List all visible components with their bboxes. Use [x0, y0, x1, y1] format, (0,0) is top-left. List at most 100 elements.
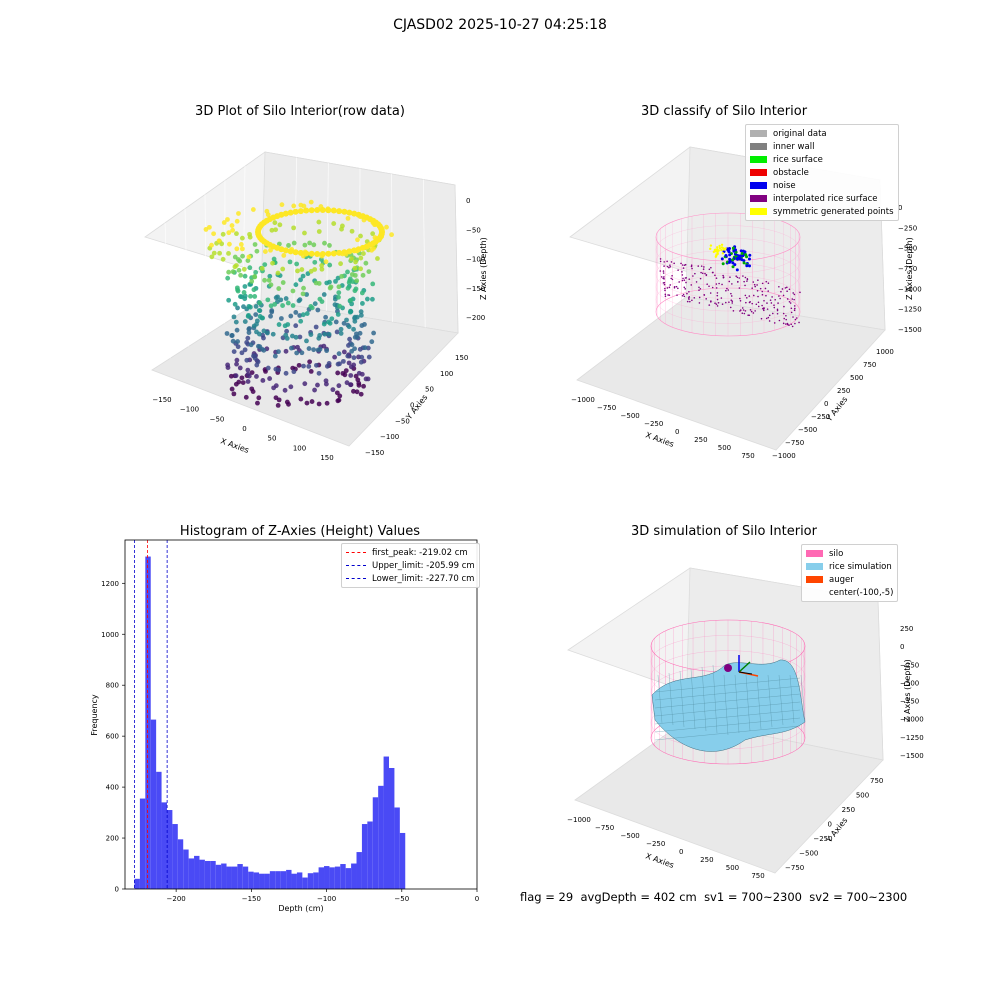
interpolated-point [708, 285, 710, 288]
data-point [341, 349, 347, 355]
interpolated-point [701, 272, 704, 275]
interpolated-point [786, 298, 789, 300]
rice-surface-point [735, 268, 739, 272]
interpolated-point [730, 292, 732, 295]
interpolated-point [659, 270, 662, 272]
data-point [253, 270, 259, 275]
interpolated-point [795, 317, 798, 319]
data-point [225, 275, 231, 281]
data-point [245, 367, 251, 373]
interpolated-point [746, 280, 748, 282]
histogram-bar [356, 852, 362, 889]
panel2-x-ticks: −1000−750 −500 −250 0 250 500 750 [571, 396, 755, 460]
interpolated-point [673, 262, 675, 265]
data-point [236, 267, 242, 273]
z-tick: −1000 [900, 716, 924, 724]
symmetric-point [720, 248, 723, 252]
interpolated-point [708, 268, 711, 271]
histogram-bar [237, 864, 243, 889]
interpolated-point [779, 297, 781, 300]
data-point [249, 278, 255, 284]
interpolated-point [794, 318, 797, 321]
interpolated-point [667, 294, 669, 296]
data-point [338, 331, 344, 336]
mesh-line [654, 709, 801, 725]
interpolated-point [793, 307, 796, 310]
data-point [283, 296, 289, 301]
data-point [239, 350, 245, 356]
histogram-bar [259, 873, 265, 889]
data-point [272, 220, 278, 226]
legend-item-upper-limit: Upper_limit: -205.99 cm [346, 559, 475, 572]
data-point [366, 269, 372, 274]
interpolated-point [778, 285, 780, 288]
panel1-z-ticks: 0 −50 −100 −150 −200 [466, 197, 485, 322]
data-point [326, 331, 332, 337]
data-point [293, 282, 299, 288]
data-point [324, 363, 330, 369]
x-tick: 500 [726, 864, 739, 872]
interpolated-point [725, 289, 727, 292]
interpolated-point [789, 302, 792, 304]
y-tick: 250 [837, 387, 850, 395]
data-point [337, 303, 343, 309]
data-point [277, 222, 283, 228]
mesh-line [756, 674, 762, 730]
data-point [330, 207, 337, 214]
interpolated-point [748, 295, 751, 297]
interpolated-point [738, 287, 741, 289]
data-point [291, 203, 297, 209]
data-point [351, 326, 356, 332]
data-point [249, 386, 255, 392]
data-point [307, 240, 313, 246]
y-tick: −250 [811, 413, 830, 421]
data-point [346, 280, 352, 286]
interpolated-point [721, 283, 723, 286]
data-point [315, 382, 320, 388]
mesh-line [654, 717, 801, 733]
interpolated-point [715, 287, 718, 289]
interpolated-point [662, 277, 664, 280]
data-point [327, 320, 333, 326]
interpolated-point [698, 302, 701, 304]
legend-item-rice-surface: rice surface [750, 153, 894, 166]
data-point [228, 373, 234, 379]
interpolated-point [790, 311, 793, 314]
swatch [750, 169, 767, 176]
data-point [312, 301, 318, 307]
histogram-bar [145, 556, 151, 889]
interpolated-point [711, 271, 714, 274]
interpolated-point [757, 301, 760, 304]
mesh-line [690, 668, 696, 730]
data-point [247, 304, 253, 310]
data-point [347, 336, 352, 342]
histogram-bar [340, 864, 346, 889]
data-point [217, 250, 222, 256]
data-point [328, 284, 334, 290]
histogram-bar [210, 860, 216, 889]
data-point [345, 353, 351, 359]
interpolated-point [695, 281, 698, 283]
data-point [291, 369, 297, 375]
data-point [331, 221, 337, 226]
legend-item-obstacle: obstacle [750, 166, 894, 179]
x-tick-label: −100 [317, 895, 336, 903]
data-point [293, 323, 299, 329]
x-tick: 50 [268, 435, 277, 443]
data-point [282, 210, 289, 217]
data-point [349, 348, 355, 354]
data-point [275, 294, 280, 300]
data-point [280, 266, 286, 272]
data-point [361, 251, 366, 256]
interpolated-point [715, 277, 718, 279]
interpolated-point [676, 294, 678, 296]
data-point [239, 246, 245, 252]
legend-item-center: center(-100,-5) [806, 586, 893, 599]
interpolated-point [744, 284, 746, 287]
data-point [322, 240, 327, 246]
interpolated-point [784, 287, 787, 289]
data-point [366, 354, 372, 360]
data-point [336, 208, 343, 215]
histogram-bar [188, 858, 195, 889]
data-point [248, 293, 253, 299]
